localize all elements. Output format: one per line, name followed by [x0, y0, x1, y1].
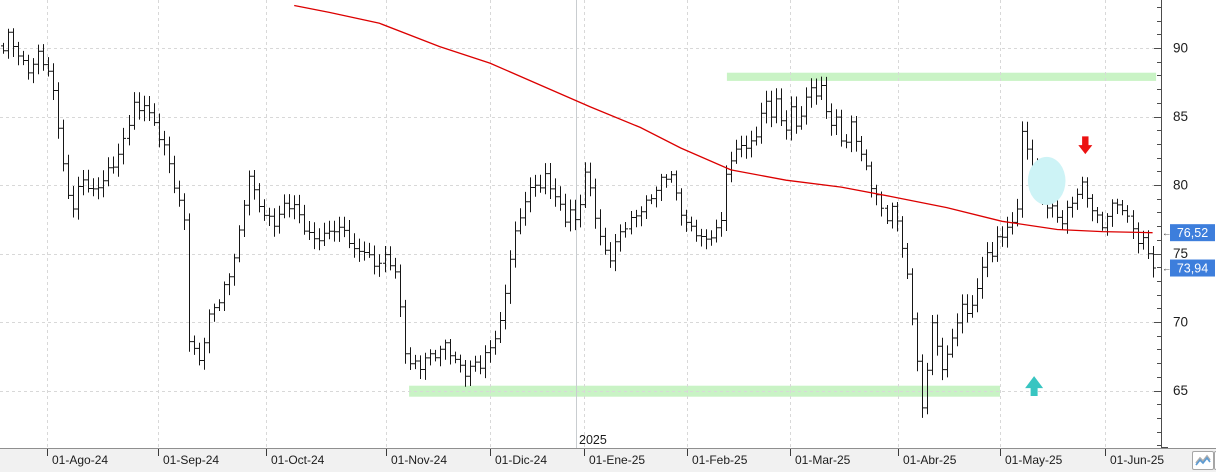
price-badge-ma: [1170, 224, 1215, 242]
month-label: 01-Abr-25: [903, 453, 957, 467]
moving-average-line[interactable]: [294, 4, 1153, 234]
month-tick: [1000, 449, 1001, 456]
month-label: 01-Dic-24: [495, 453, 548, 467]
month-label: 01-Jun-25: [1110, 453, 1165, 467]
month-tick: [266, 449, 267, 456]
month-label: 01-Mar-25: [795, 453, 851, 467]
y-axis-label: 75: [1173, 246, 1188, 261]
month-tick: [386, 449, 387, 456]
price-marker-arrow-icon: ←: [1162, 228, 1172, 239]
month-label: 01-Feb-25: [692, 453, 748, 467]
ohlc-bars: [1, 28, 1156, 418]
y-axis-label: 65: [1173, 383, 1188, 398]
month-label: 01-Nov-24: [391, 453, 448, 467]
month-label: 01-Oct-24: [271, 453, 325, 467]
price-badge-label: 76,52: [1177, 226, 1208, 240]
month-label: 01-Ago-24: [52, 453, 109, 467]
month-tick: [687, 449, 688, 456]
sell-arrow-annotation[interactable]: [1078, 136, 1093, 155]
chart-mode-button[interactable]: [1192, 451, 1214, 470]
month-label: 01-Sep-24: [163, 453, 220, 467]
buy-arrow-annotation[interactable]: [1025, 376, 1044, 396]
month-tick: [1105, 449, 1106, 456]
y-axis-label: 70: [1173, 315, 1188, 330]
y-axis-label: 80: [1173, 178, 1188, 193]
y-axis-label: 90: [1173, 41, 1188, 56]
partially-visible-button[interactable]: [1214, 451, 1216, 470]
price-marker-arrow-icon: ←: [1162, 264, 1172, 275]
month-tick: [158, 449, 159, 456]
month-tick: [47, 449, 48, 456]
month-tick: [490, 449, 491, 456]
month-tick: [790, 449, 791, 456]
y-axis-label: 85: [1173, 109, 1188, 124]
highlight-ellipse[interactable]: [1027, 156, 1066, 205]
month-label: 01-May-25: [1005, 453, 1063, 467]
price-badge-label: 73,94: [1177, 262, 1208, 276]
resistance-zone[interactable]: [726, 72, 1157, 81]
month-tick: [584, 449, 585, 456]
year-label: 2025: [579, 433, 607, 447]
zigzag-chart-icon: [1195, 454, 1211, 466]
month-label: 01-Ene-25: [589, 453, 646, 467]
price-chart-plot[interactable]: 90 85 80 75 70 65 ← 76,52 ← 73,94 2025: [0, 0, 1216, 448]
month-tick: [898, 449, 899, 456]
x-axis-strip[interactable]: 01-Ago-24 01-Sep-24 01-Oct-24 01-Nov-24 01-D…: [0, 448, 1216, 472]
price-badge-last: [1170, 259, 1215, 277]
